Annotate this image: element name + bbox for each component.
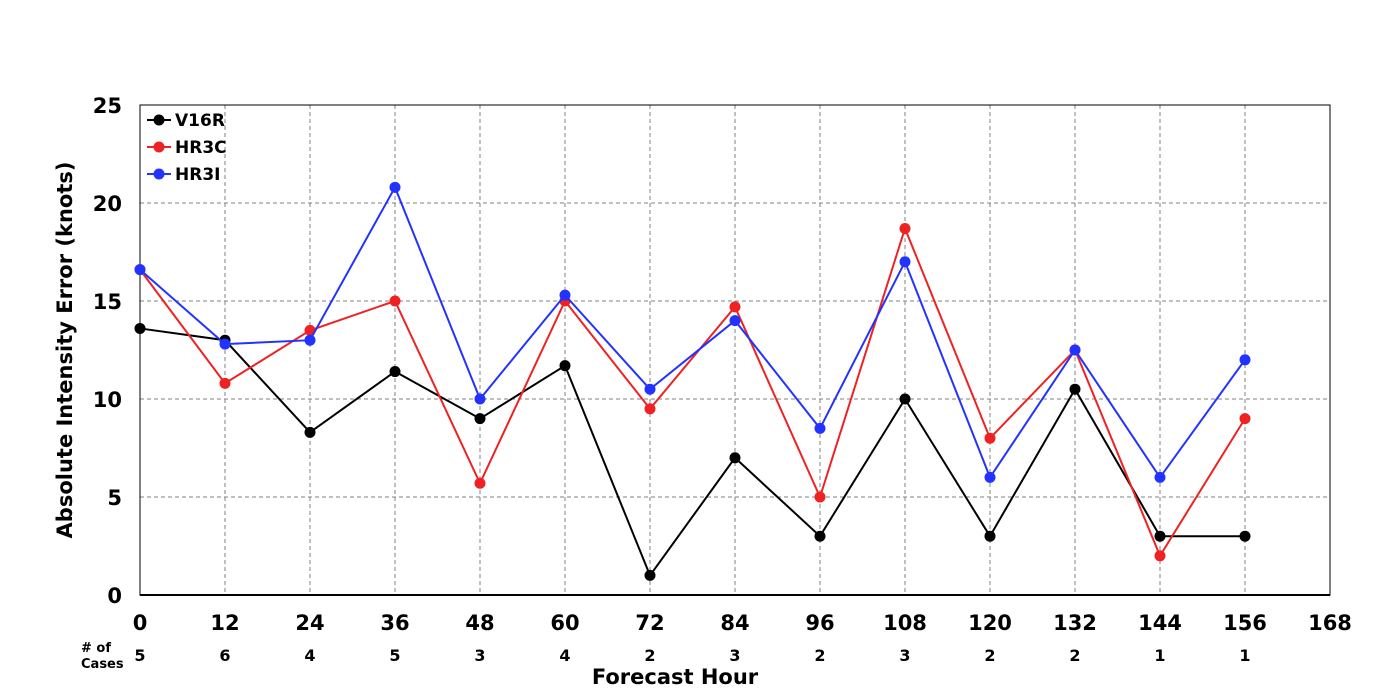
case-count: 6 (219, 646, 230, 665)
y-tick-label: 5 (107, 486, 122, 510)
case-count: 2 (814, 646, 825, 665)
data-point-hr3c (304, 324, 316, 336)
legend-label: HR3I (175, 165, 220, 185)
data-point-hr3i (304, 334, 316, 346)
data-point-hr3c (729, 301, 741, 313)
data-point-v16r (1069, 383, 1081, 395)
data-point-v16r (304, 426, 316, 438)
x-tick-label: 60 (550, 611, 579, 635)
x-tick-label: 132 (1053, 611, 1097, 635)
data-point-hr3c (1154, 550, 1166, 562)
data-point-v16r (389, 366, 401, 378)
cases-row: # of Cases 5 6 4 5 3 4 2 3 2 3 2 2 1 1 (81, 641, 1251, 672)
legend: V16R HR3C HR3I (147, 111, 227, 185)
data-point-v16r (134, 322, 146, 334)
data-point-hr3c (1239, 413, 1251, 425)
x-tick-label: 0 (133, 611, 148, 635)
case-count: 4 (559, 646, 570, 665)
data-point-hr3c (814, 491, 826, 503)
x-tick-label: 144 (1138, 611, 1182, 635)
data-point-v16r (644, 569, 656, 581)
data-point-hr3i (984, 471, 996, 483)
data-point-hr3i (1239, 354, 1251, 366)
series-line-v16r (139, 327, 1245, 578)
legend-marker (153, 168, 165, 180)
case-count: 2 (644, 646, 655, 665)
x-tick-label: 108 (883, 611, 927, 635)
series-layer (134, 181, 1251, 581)
x-tick-label: 48 (465, 611, 494, 635)
legend-label: V16R (175, 111, 225, 131)
data-point-v16r (1154, 530, 1166, 542)
data-point-hr3i (559, 289, 571, 301)
y-tick-label: 10 (93, 388, 122, 412)
x-tick-label: 84 (720, 611, 749, 635)
case-count: 3 (474, 646, 485, 665)
case-count: 3 (899, 646, 910, 665)
x-tick-label: 120 (968, 611, 1012, 635)
data-point-v16r (814, 530, 826, 542)
series-hr3c (134, 222, 1251, 562)
data-point-hr3c (644, 403, 656, 415)
y-tick-label: 20 (93, 192, 122, 216)
case-count: 1 (1154, 646, 1165, 665)
series-line-hr3c (139, 225, 1246, 558)
case-count: 5 (389, 646, 400, 665)
data-point-hr3c (984, 432, 996, 444)
y-tick-label: 15 (93, 290, 122, 314)
x-tick-label: 36 (380, 611, 409, 635)
data-point-hr3i (474, 393, 486, 405)
data-point-hr3c (474, 477, 486, 489)
data-point-hr3c (899, 222, 911, 234)
data-point-hr3i (899, 256, 911, 268)
legend-item-v16r: V16R (147, 111, 225, 131)
data-point-v16r (984, 530, 996, 542)
data-point-hr3i (1154, 471, 1166, 483)
grid-lines (140, 105, 1330, 595)
legend-marker (153, 141, 165, 153)
data-point-hr3i (814, 422, 826, 434)
data-point-v16r (899, 393, 911, 405)
x-tick-label: 12 (210, 611, 239, 635)
cases-label-line2: Cases (81, 657, 124, 672)
legend-item-hr3i: HR3I (147, 165, 220, 185)
y-axis-ticks: 0 5 10 15 20 25 (93, 94, 122, 608)
x-axis-ticks: 0 12 24 36 48 60 72 84 96 108 120 132 144 156 168 (133, 611, 1352, 635)
data-point-v16r (474, 413, 486, 425)
case-count: 2 (984, 646, 995, 665)
case-count: 2 (1069, 646, 1080, 665)
series-hr3i (134, 181, 1251, 483)
data-point-hr3c (389, 295, 401, 307)
x-tick-label: 168 (1308, 611, 1352, 635)
data-point-hr3i (729, 315, 741, 327)
x-axis-title: Forecast Hour (592, 665, 759, 689)
data-point-v16r (559, 360, 571, 372)
legend-marker (153, 114, 165, 126)
data-point-hr3i (219, 338, 231, 350)
case-count: 4 (304, 646, 315, 665)
data-point-hr3c (219, 377, 231, 389)
case-count: 1 (1239, 646, 1250, 665)
y-tick-label: 0 (107, 584, 122, 608)
data-point-hr3i (134, 264, 146, 276)
cases-label-line1: # of (81, 641, 111, 656)
data-point-hr3i (389, 181, 401, 193)
case-count: 3 (729, 646, 740, 665)
legend-label: HR3C (175, 138, 227, 158)
y-axis-title: Absolute Intensity Error (knots) (53, 162, 77, 539)
data-point-hr3i (1069, 344, 1081, 356)
y-tick-label: 25 (93, 94, 122, 118)
series-line-hr3i (139, 184, 1246, 480)
data-point-v16r (1239, 530, 1251, 542)
x-tick-label: 72 (635, 611, 664, 635)
data-point-hr3i (644, 383, 656, 395)
x-tick-label: 24 (295, 611, 324, 635)
data-point-v16r (729, 452, 741, 464)
x-tick-label: 156 (1223, 611, 1267, 635)
x-tick-label: 96 (805, 611, 834, 635)
legend-item-hr3c: HR3C (147, 138, 227, 158)
case-count: 5 (134, 646, 145, 665)
